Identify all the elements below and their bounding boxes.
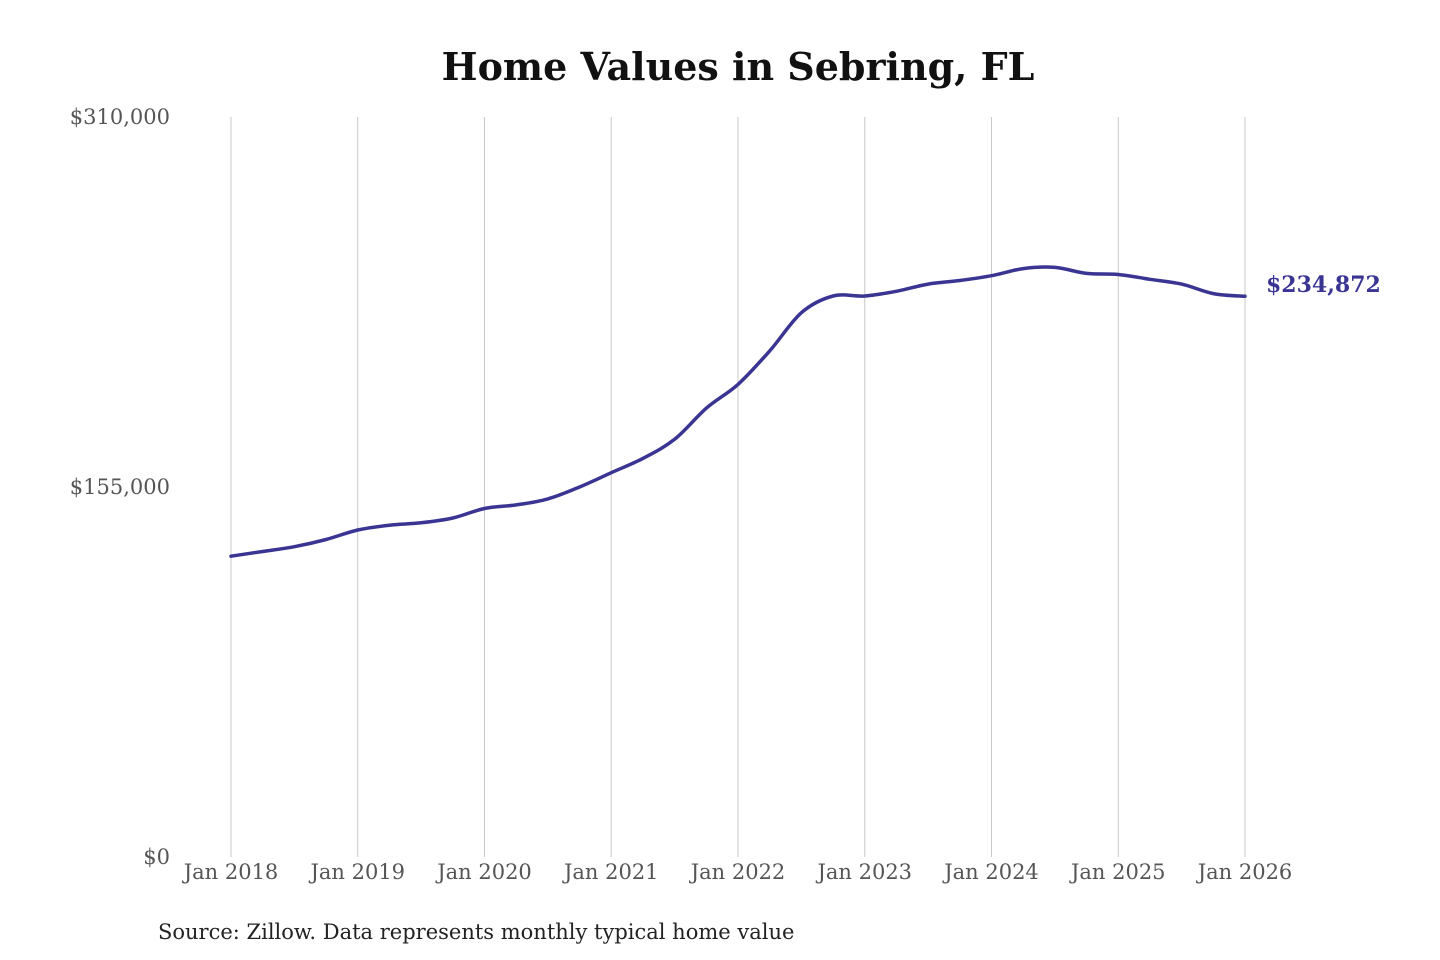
vertical-gridlines (230, 117, 1246, 857)
source-note: Source: Zillow. Data represents monthly … (158, 920, 794, 944)
x-axis-tick-labels: Jan 2018 Jan 2019 Jan 2020 Jan 2021 Jan 2022… (182, 860, 1293, 884)
x-tick-label: Jan 2022 (689, 860, 786, 884)
x-tick-label: Jan 2021 (562, 860, 659, 884)
x-tick-label: Jan 2024 (942, 860, 1039, 884)
x-tick-label: Jan 2025 (1069, 860, 1166, 884)
y-axis-tick-labels: $0 $155,000 $310,000 (70, 105, 170, 869)
y-tick-label: $155,000 (70, 475, 170, 499)
chart-title: Home Values in Sebring, FL (442, 44, 1035, 89)
x-tick-label: Jan 2026 (1196, 860, 1293, 884)
x-tick-label: Jan 2020 (435, 860, 532, 884)
latest-value-label: $234,872 (1266, 272, 1381, 298)
x-tick-label: Jan 2019 (308, 860, 405, 884)
home-value-line (229, 265, 1247, 558)
y-tick-label: $310,000 (70, 105, 170, 129)
x-tick-label: Jan 2023 (815, 860, 912, 884)
y-tick-label: $0 (143, 845, 170, 869)
x-tick-label: Jan 2018 (182, 860, 279, 884)
